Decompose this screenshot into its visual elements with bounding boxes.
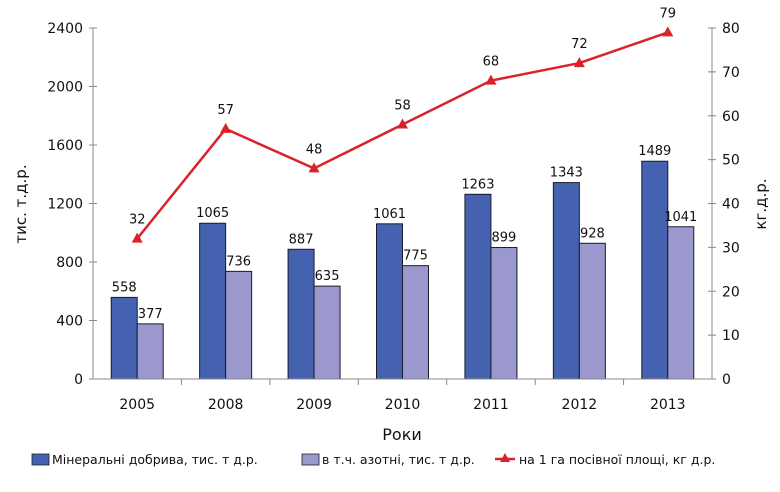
x-tick-label-2013: 2013 [650, 397, 686, 413]
bar-mineral-2010 [376, 223, 403, 380]
data-label-mineral-2009: 887 [289, 232, 314, 247]
x-tick-label-2011: 2011 [473, 397, 509, 413]
bar-nitrogen-2011 [490, 247, 518, 380]
y-tick-label-2400: 2400 [47, 21, 83, 37]
data-label-mineral-2011: 1263 [461, 177, 494, 192]
data-label-per-ha-2011: 68 [483, 55, 500, 70]
legend-label-nitrogen: в т.ч. азотні, тис. т д.р. [322, 452, 475, 467]
bar-nitrogen-2009 [313, 285, 341, 380]
bar-nitrogen-2010 [402, 265, 429, 380]
y-tick-label-800: 800 [56, 255, 83, 271]
x-tick-label-2009: 2009 [296, 397, 332, 413]
data-label-nitrogen-2013: 1041 [664, 210, 697, 225]
data-label-mineral-2008: 1065 [196, 206, 229, 221]
data-label-nitrogen-2012: 928 [580, 226, 605, 241]
bar-nitrogen-2005 [136, 323, 164, 380]
y2-tick-label-0: 0 [722, 372, 731, 388]
bar-mineral-2005 [110, 296, 138, 380]
marker-per-ha-2009 [308, 162, 320, 173]
marker-per-ha-2013 [662, 26, 674, 37]
y2-tick-label-80: 80 [722, 21, 740, 37]
data-label-nitrogen-2010: 775 [403, 249, 428, 264]
y-tick-label-0: 0 [74, 372, 83, 388]
marker-per-ha-2010 [397, 118, 408, 129]
data-label-mineral-2005: 558 [112, 280, 137, 295]
y2-tick-label-20: 20 [722, 284, 740, 300]
x-axis-label: Роки [382, 425, 422, 444]
x-tick-label-2012: 2012 [562, 397, 598, 413]
bar-mineral-2012 [552, 182, 580, 380]
y-tick-label-2000: 2000 [47, 80, 83, 96]
data-label-mineral-2012: 1343 [550, 166, 583, 181]
data-label-per-ha-2013: 79 [660, 6, 677, 21]
data-label-mineral-2010: 1061 [373, 207, 406, 222]
y-tick-label-1600: 1600 [47, 138, 83, 154]
y2-tick-label-40: 40 [722, 197, 740, 213]
y2-tick-label-50: 50 [722, 153, 740, 169]
legend: Мінеральні добрива, тис. т д.р. в т.ч. а… [31, 452, 715, 467]
data-label-nitrogen-2005: 377 [138, 307, 163, 322]
x-tick-label-2010: 2010 [385, 397, 421, 413]
data-label-nitrogen-2009: 635 [315, 269, 340, 284]
x-tick-label-2008: 2008 [208, 397, 244, 413]
data-label-nitrogen-2011: 899 [492, 231, 517, 246]
bar-mineral-2008 [199, 222, 227, 380]
bar-mineral-2011 [464, 193, 492, 380]
y-tick-label-1200: 1200 [47, 197, 83, 213]
bar-nitrogen-2012 [578, 242, 606, 380]
marker-per-ha-2012 [573, 57, 585, 68]
y2-tick-label-10: 10 [722, 328, 740, 344]
data-label-nitrogen-2008: 736 [226, 254, 251, 269]
legend-swatch-nitrogen [301, 453, 320, 466]
marker-per-ha-2011 [485, 74, 497, 85]
data-label-per-ha-2012: 72 [571, 37, 588, 52]
marker-per-ha-2008 [220, 122, 232, 133]
data-label-per-ha-2008: 57 [217, 103, 234, 118]
data-label-mineral-2013: 1489 [638, 144, 671, 159]
bar-nitrogen-2013 [667, 226, 695, 380]
y2-axis-label: кг.д.р. [752, 178, 770, 229]
legend-swatch-mineral [31, 453, 50, 466]
data-label-per-ha-2005: 32 [129, 213, 146, 228]
legend-label-mineral: Мінеральні добрива, тис. т д.р. [52, 452, 258, 467]
y-axis-label: тис. т.д.р. [12, 164, 30, 243]
data-label-per-ha-2010: 58 [394, 99, 411, 114]
bar-mineral-2013 [641, 160, 669, 380]
y2-tick-label-70: 70 [722, 65, 740, 81]
legend-marker-per-ha [500, 453, 510, 462]
x-tick-label-2005: 2005 [119, 397, 155, 413]
y2-tick-label-60: 60 [722, 109, 740, 125]
bar-mineral-2009 [287, 248, 315, 380]
bar-nitrogen-2008 [225, 270, 253, 380]
y-tick-label-400: 400 [56, 314, 83, 330]
y2-tick-label-30: 30 [722, 240, 740, 256]
marker-per-ha-2005 [131, 232, 143, 243]
data-label-per-ha-2009: 48 [306, 142, 323, 157]
legend-label-per-ha: на 1 га посівної площі, кг д.р. [519, 452, 715, 467]
